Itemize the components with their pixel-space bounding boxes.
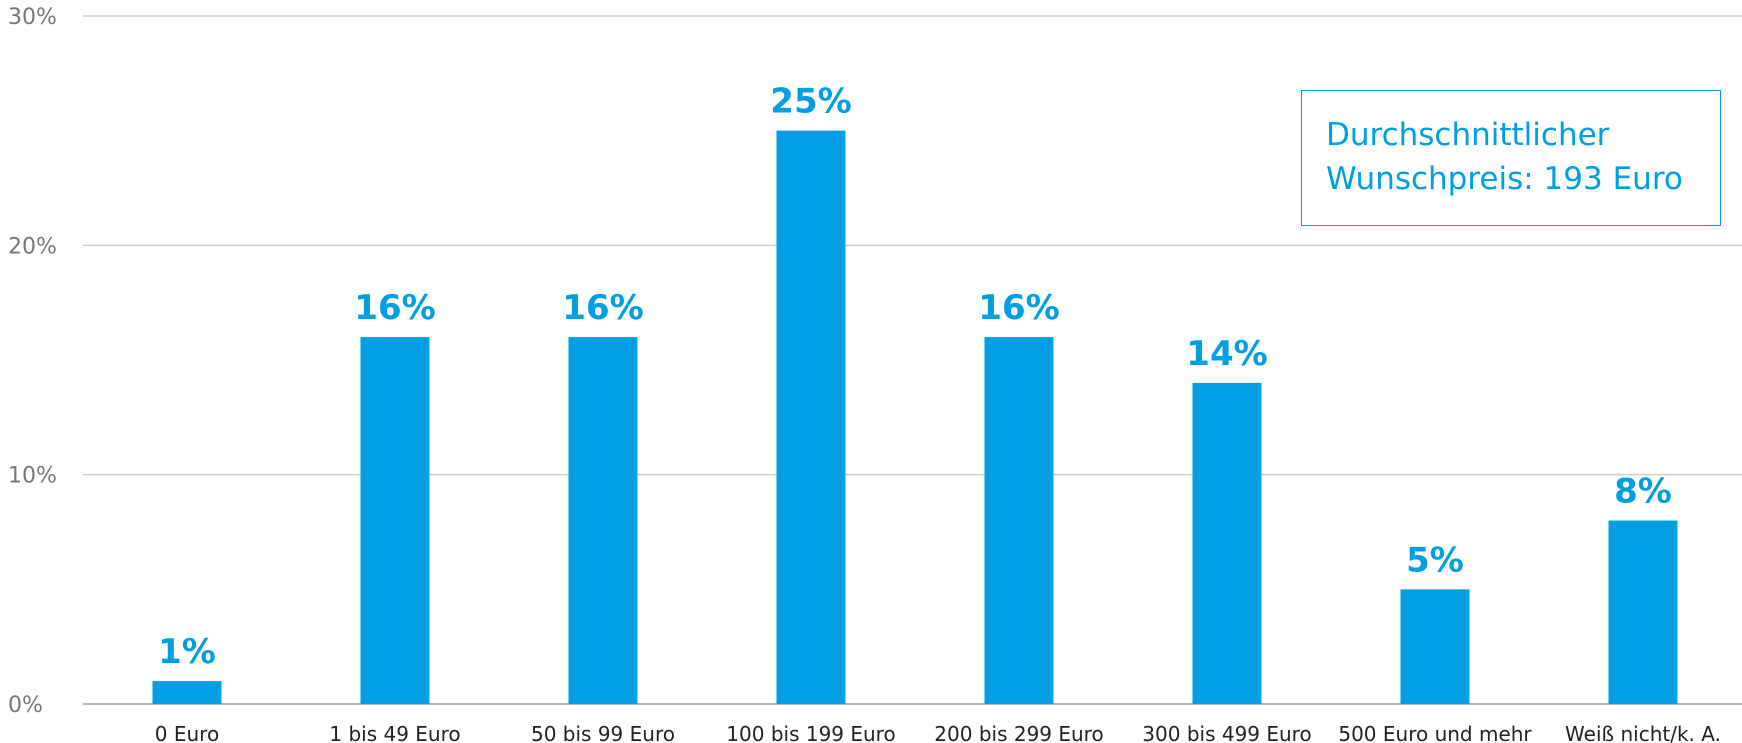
category-label: Weiß nicht/k. A. [1565,722,1721,743]
data-label: 16% [562,288,643,328]
y-tick-label: 30% [8,5,57,30]
bar [1608,520,1678,704]
data-label: 5% [1406,540,1464,580]
data-label: 14% [1186,334,1267,374]
y-axis-ticks: 0% 10% 20% 30% [8,5,57,718]
annotation-line-1: Durchschnittlicher [1326,117,1610,153]
y-tick-label: 10% [8,464,57,489]
category-label: 100 bis 199 Euro [726,722,895,743]
data-label: 25% [770,82,851,122]
bar [360,337,430,704]
category-label: 50 bis 99 Euro [531,722,675,743]
category-label: 0 Euro [155,722,219,743]
category-label: 200 bis 299 Euro [934,722,1103,743]
category-label: 1 bis 49 Euro [329,722,460,743]
bar [1192,382,1262,704]
bar [776,130,846,704]
category-label: 500 Euro und mehr [1338,722,1532,743]
data-label: 1% [158,632,216,672]
bar [568,337,638,704]
bar [1400,589,1470,704]
data-label: 16% [354,288,435,328]
bar [984,337,1054,704]
y-tick-label: 20% [8,234,57,259]
data-labels: 1% 16% 16% 25% 16% 14% 5% 8% [158,82,1672,672]
average-price-annotation: Durchschnittlicher Wunschpreis: 193 Euro [1301,90,1721,226]
y-tick-label: 0% [8,693,43,718]
category-label: 300 bis 499 Euro [1142,722,1311,743]
x-axis-categories: 0 Euro 1 bis 49 Euro 50 bis 99 Euro 100 bis… [155,722,1721,743]
annotation-line-2: Wunschpreis: 193 Euro [1326,161,1683,197]
bars [152,130,1678,704]
data-label: 8% [1614,472,1672,512]
bar [152,681,222,704]
data-label: 16% [978,288,1059,328]
